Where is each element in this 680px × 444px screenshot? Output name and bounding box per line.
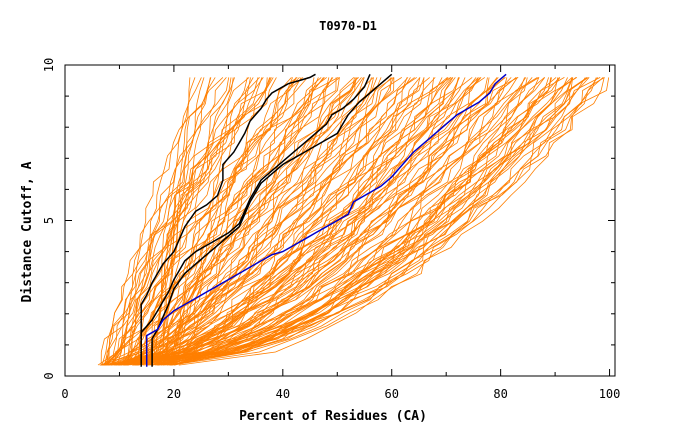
bundle-line	[140, 77, 394, 366]
bundle-line	[100, 77, 357, 366]
bundle-line	[120, 77, 355, 366]
bundle-line	[171, 77, 605, 366]
bundle-line	[173, 77, 395, 366]
bundle-lines-layer	[97, 77, 610, 366]
chart-title: T0970-D1	[319, 19, 377, 33]
bundle-line	[123, 77, 503, 366]
bundle-line	[136, 77, 573, 366]
x-tick-label: 60	[385, 387, 399, 401]
bundle-line	[127, 77, 604, 366]
bundle-line	[120, 77, 578, 366]
y-tick-label: 5	[42, 217, 56, 224]
bundle-line	[100, 77, 324, 366]
bundle-line	[114, 77, 425, 366]
bundle-line	[175, 77, 292, 366]
x-tick-label: 0	[61, 387, 68, 401]
y-axis-ticks: 0 5 10	[42, 58, 615, 380]
bundle-line	[127, 77, 411, 366]
bundle-line	[152, 77, 477, 366]
bundle-line	[111, 77, 452, 366]
y-axis-label: Distance Cutoff, A	[20, 161, 35, 302]
bundle-line	[129, 77, 322, 366]
bundle-line	[102, 77, 358, 366]
x-tick-label: 100	[599, 387, 621, 401]
bundle-line	[157, 77, 421, 366]
bundle-line	[170, 77, 577, 366]
bundle-line	[119, 77, 517, 366]
bundle-line	[137, 77, 374, 366]
blue-series-line	[145, 73, 507, 367]
bundle-line	[167, 77, 390, 366]
bundle-line	[162, 77, 528, 366]
bundle-line	[119, 77, 519, 366]
x-tick-label: 40	[276, 387, 290, 401]
x-tick-label: 20	[167, 387, 181, 401]
bundle-line	[132, 77, 568, 366]
bundle-line	[107, 77, 488, 366]
highlight-series-line-3	[151, 73, 393, 367]
bundle-line	[108, 77, 230, 366]
bundle-line	[110, 77, 227, 366]
bundle-line	[178, 77, 586, 366]
bundle-line	[171, 77, 327, 366]
bundle-line	[103, 77, 293, 366]
bundle-line	[99, 77, 560, 366]
bundle-line	[169, 77, 300, 366]
bundle-line	[106, 77, 297, 366]
bundle-line	[102, 77, 573, 366]
bundle-line	[110, 77, 538, 366]
bundle-line	[118, 77, 479, 366]
bundle-line	[116, 77, 297, 366]
bundle-line	[110, 77, 264, 366]
bundle-line	[114, 77, 482, 366]
bundle-line	[116, 77, 473, 366]
y-tick-label: 10	[42, 58, 56, 72]
highlight-lines-layer	[140, 73, 507, 367]
bundle-line	[169, 77, 574, 366]
bundle-line	[136, 77, 552, 366]
bundle-line	[106, 77, 271, 366]
bundle-line	[108, 77, 610, 366]
bundle-line	[148, 77, 425, 366]
bundle-line	[114, 77, 518, 366]
x-axis-ticks: 0 20 40 60 80 100	[61, 65, 620, 401]
bundle-line	[163, 77, 421, 366]
bundle-line	[123, 77, 597, 366]
bundle-line	[97, 77, 355, 366]
bundle-line	[114, 77, 302, 366]
bundle-line	[121, 77, 341, 366]
bundle-line	[122, 77, 498, 366]
bundle-line	[140, 77, 408, 366]
bundle-line	[163, 77, 449, 366]
bundle-line	[124, 77, 512, 366]
bundle-line	[164, 77, 392, 366]
bundle-line	[118, 77, 540, 366]
x-tick-label: 80	[493, 387, 507, 401]
bundle-line	[106, 77, 274, 366]
bundle-line	[101, 77, 460, 366]
highlight-series-line-2	[140, 73, 371, 364]
bundle-line	[134, 77, 588, 366]
highlight-series-line-1	[140, 73, 316, 367]
x-axis-label: Percent of Residues (CA)	[239, 409, 427, 424]
bundle-line	[102, 77, 456, 366]
bundle-line	[124, 77, 395, 366]
bundle-line	[129, 77, 359, 366]
y-tick-label: 0	[42, 372, 56, 379]
bundle-line	[101, 77, 272, 366]
bundle-line	[111, 77, 308, 366]
bundle-line	[103, 77, 589, 366]
bundle-line	[104, 77, 565, 366]
bundle-line	[105, 77, 334, 366]
